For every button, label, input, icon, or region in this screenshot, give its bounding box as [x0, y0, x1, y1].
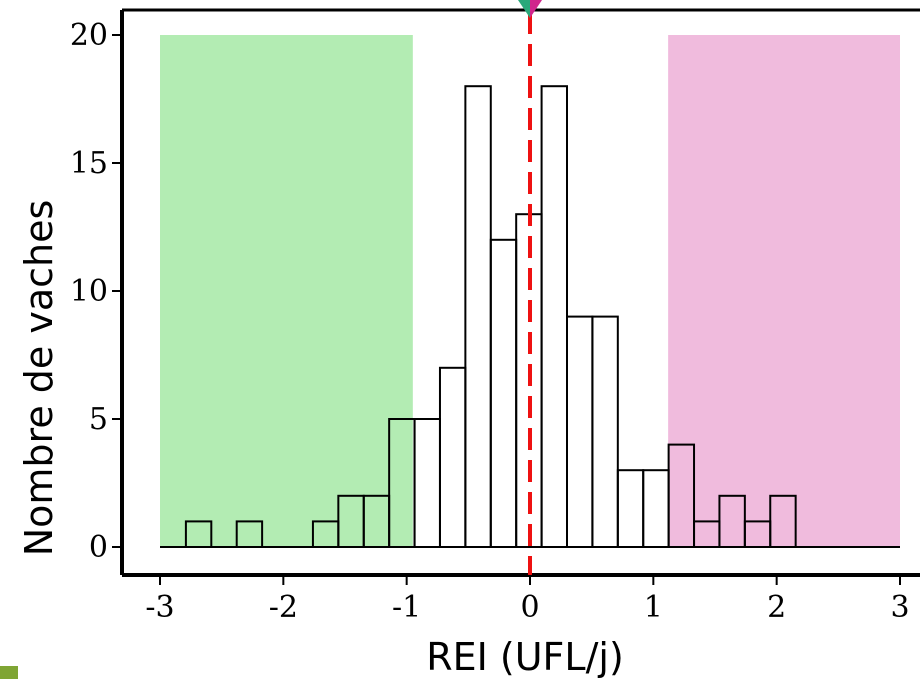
x-tick-label: 0 — [520, 590, 539, 625]
histogram-bar — [413, 418, 441, 548]
x-tick-label: 1 — [644, 590, 663, 625]
x-tick-label: -2 — [269, 590, 298, 625]
shaded-region-high — [668, 35, 900, 547]
histogram-bar — [464, 85, 492, 548]
x-tick-label: 2 — [767, 590, 786, 625]
y-axis-title: Nombre de vaches — [17, 200, 61, 557]
marker-green-part — [518, 0, 530, 18]
histogram-bar — [489, 238, 518, 549]
x-tick-label: -3 — [145, 590, 174, 625]
histogram-bar — [642, 469, 670, 549]
shaded-regions — [160, 35, 900, 547]
x-axis-title: REI (UFL/j) — [426, 635, 624, 679]
y-tick-label: 5 — [89, 402, 108, 437]
histogram-bar — [438, 366, 467, 548]
histogram-bar — [616, 469, 645, 549]
y-tick-label: 15 — [70, 146, 108, 181]
y-tick-label: 0 — [89, 530, 108, 565]
x-tick-label: 3 — [890, 590, 909, 625]
histogram-bar — [566, 315, 594, 548]
y-tick-label: 20 — [70, 18, 108, 53]
marker-magenta-part — [530, 0, 542, 18]
histogram-bars — [160, 85, 900, 549]
top-marker — [518, 0, 542, 18]
y-tick-label: 10 — [70, 274, 108, 309]
histogram-bar — [540, 85, 568, 548]
x-tick-label: -1 — [392, 590, 421, 625]
axes: 0 5 10 15 20 -3 -2 -1 0 1 2 3 — [70, 8, 920, 625]
shaded-region-low — [160, 35, 413, 547]
histogram-bar — [591, 315, 619, 548]
corner-accent — [0, 666, 18, 679]
